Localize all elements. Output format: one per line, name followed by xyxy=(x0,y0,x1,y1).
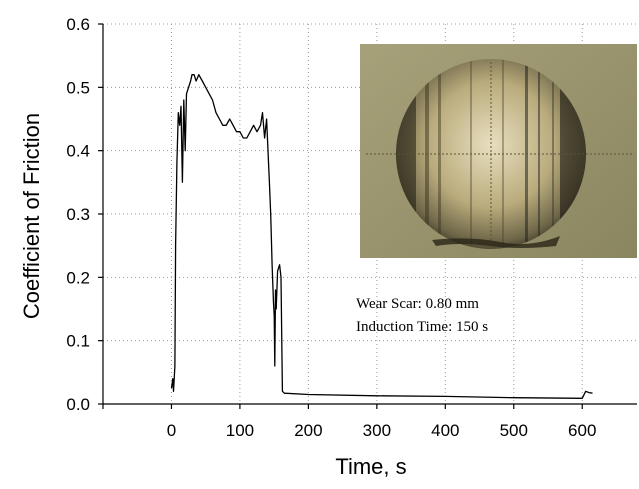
y-axis-title: Coefficient of Friction xyxy=(19,113,44,319)
induction-time-annotation: Induction Time: 150 s xyxy=(356,319,488,335)
x-tick-label: 400 xyxy=(431,421,459,440)
tick-labels: 0.0 0.1 0.2 0.3 0.4 0.5 0.6 0 100 200 300 400 500 600 xyxy=(66,15,596,440)
x-tick-label: 200 xyxy=(294,421,322,440)
x-axis-title: Time, s xyxy=(335,454,406,479)
x-tick-label: 0 xyxy=(167,421,176,440)
x-tick-label: 600 xyxy=(568,421,596,440)
axes xyxy=(98,23,637,409)
y-tick-label: 0.4 xyxy=(66,142,90,161)
x-tick-label: 300 xyxy=(363,421,391,440)
y-tick-label: 0.2 xyxy=(66,268,90,287)
y-tick-label: 0.3 xyxy=(66,205,90,224)
wear-scar-micrograph xyxy=(360,44,637,258)
wear-scar-annotation: Wear Scar: 0.80 mm xyxy=(356,296,479,312)
x-tick-label: 500 xyxy=(500,421,528,440)
y-tick-label: 0.1 xyxy=(66,332,90,351)
x-tick-label: 100 xyxy=(226,421,254,440)
y-tick-label: 0.0 xyxy=(66,395,90,414)
friction-series-line xyxy=(170,74,593,399)
y-tick-label: 0.5 xyxy=(66,78,90,97)
y-tick-label: 0.6 xyxy=(66,15,90,34)
